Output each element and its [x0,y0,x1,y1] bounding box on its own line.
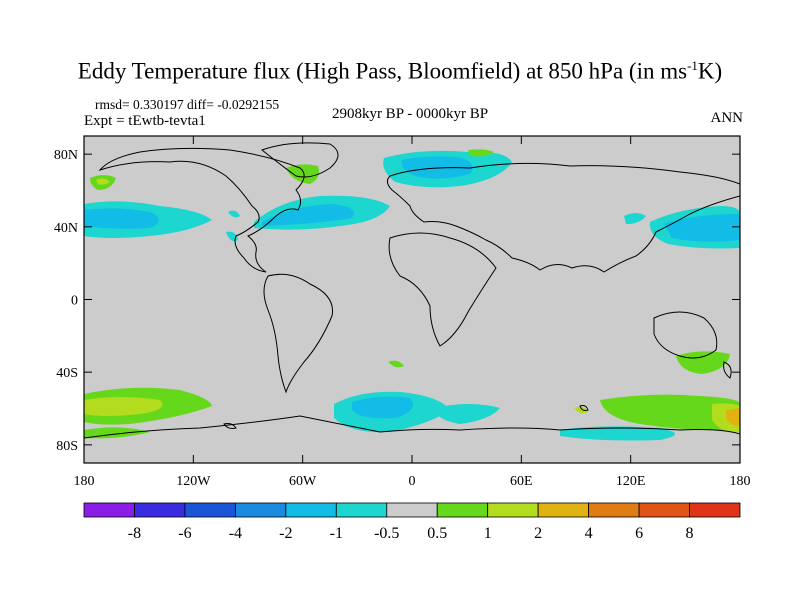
stats-text: rmsd= 0.330197 diff= -0.0292155 [95,97,280,112]
new-zealand-coast [723,361,732,379]
colorbar-swatch [689,502,741,518]
contour-greenland-east [286,164,319,184]
y-tick-label: 80S [56,439,78,454]
contour-scandinavia-core [401,156,473,179]
coastlines [84,142,740,439]
colorbar-swatch [83,502,135,518]
contour-south-atlantic [388,360,404,368]
x-tick-label: 60E [510,474,533,489]
x-tick-label: 60W [289,474,317,489]
contour-tasman [676,351,730,374]
contour-antarctic-coast [560,426,675,441]
island-2 [579,405,589,411]
contour-small-1 [228,210,240,218]
colorbar-label: -8 [128,525,141,542]
antarctica-coast [84,415,740,439]
experiment-label: Expt = tEwtb-tevta1 [84,113,206,129]
contour-japan-sea [624,213,646,224]
colorbar-swatch [184,502,236,518]
x-tick-label: 120W [176,474,211,489]
africa-coast [388,232,497,347]
colorbar-label: 1 [484,525,492,542]
colorbar-label: 4 [585,525,593,542]
contour-south-indian-east [600,394,740,431]
colorbar: -8 -6 -4 -2 -1 -0.5 0.5 1 2 4 6 8 [83,502,741,542]
contour-barents [468,149,494,157]
eurasia-coast [386,162,740,273]
colorbar-swatch [386,502,438,518]
colorbar-swatch [487,502,539,518]
colorbar-swatch [436,502,489,518]
colorbar-label: -6 [178,525,191,542]
greenland-coast [260,142,339,178]
north-america-coast [98,147,305,273]
contour-spacific-west-core [84,397,163,416]
contour-south-indian-east-peak [726,408,740,426]
colorbar-label: 0.5 [427,525,447,542]
colorbar-label: 6 [635,525,643,542]
contour-south-atlantic-core [352,396,413,419]
x-axis-ticks: 180 120W 60W 0 60E 120E 180 [74,136,751,489]
contour-alaska-core [96,178,110,185]
period-label: 2908kyr BP - 0000kyr BP [331,106,489,122]
colorbar-swatch [134,502,186,518]
anomaly-contours [84,149,740,441]
y-axis-ticks: 80N 40N 0 40S 80S [54,148,740,454]
season-label: ANN [710,110,744,126]
colorbar-label: -2 [279,525,292,542]
colorbar-swatch [285,502,337,518]
y-tick-label: 40N [54,221,78,236]
island-1 [223,423,237,429]
x-tick-label: 180 [74,474,95,489]
contour-npacific-west-core [664,214,740,242]
colorbar-swatch [234,502,287,518]
contour-small-3 [574,406,588,414]
y-tick-label: 0 [71,294,78,309]
x-tick-label: 120E [616,474,646,489]
colorbar-label: 2 [534,525,542,542]
colorbar-label: -1 [330,525,343,542]
x-tick-label: 180 [730,474,751,489]
colorbar-label: -0.5 [374,525,399,542]
colorbar-swatch [537,502,590,518]
south-america-coast [263,273,334,394]
contour-natlantic-core [262,204,354,226]
colorbar-swatch [335,502,388,518]
colorbar-label: 8 [686,525,694,542]
map-title: Eddy Temperature flux (High Pass, Bloomf… [77,58,723,84]
colorbar-label: -4 [229,525,242,542]
colorbar-swatch [588,502,640,518]
x-tick-label: 0 [409,474,416,489]
y-tick-label: 80N [54,148,78,163]
australia-coast [653,311,718,359]
contour-south-indian-west [434,404,500,424]
y-tick-label: 40S [56,366,78,381]
contour-npacific-east-core [84,208,159,229]
colorbar-swatch [638,502,690,518]
